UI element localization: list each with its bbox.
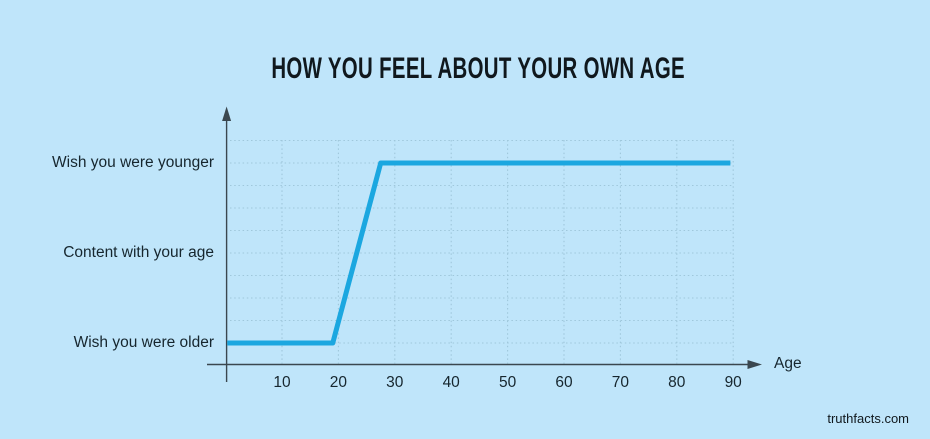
y-axis-arrowhead-icon [222,106,232,121]
x-axis-tick-label: 20 [329,374,348,391]
data-line-feeling-about-age [227,160,731,346]
chart-title-text: HOW YOU FEEL ABOUT YOUR OWN AGE [271,52,685,85]
x-axis-title: Age [774,355,802,372]
watermark: truthfacts.com [827,411,909,426]
x-axis-tick-label: 80 [668,374,686,391]
x-axis-tick-label: 30 [386,374,404,391]
y-axis-label: Content with your age [63,244,214,261]
x-axis-arrowhead-icon [747,360,762,369]
x-axis-tick-label: 40 [442,374,460,391]
x-axis-tick-label: 50 [498,374,517,391]
x-axis-tick-label: 60 [555,374,573,391]
y-axis-label: Wish you were older [73,334,214,351]
chart-title: HOW YOU FEEL ABOUT YOUR OWN AGE [13,54,930,84]
x-axis-tick-label: 90 [724,374,742,391]
x-axis-tick-label: 70 [611,374,630,391]
y-axis-label: Wish you were younger [52,154,214,171]
x-axis-tick-label: 10 [273,374,291,391]
